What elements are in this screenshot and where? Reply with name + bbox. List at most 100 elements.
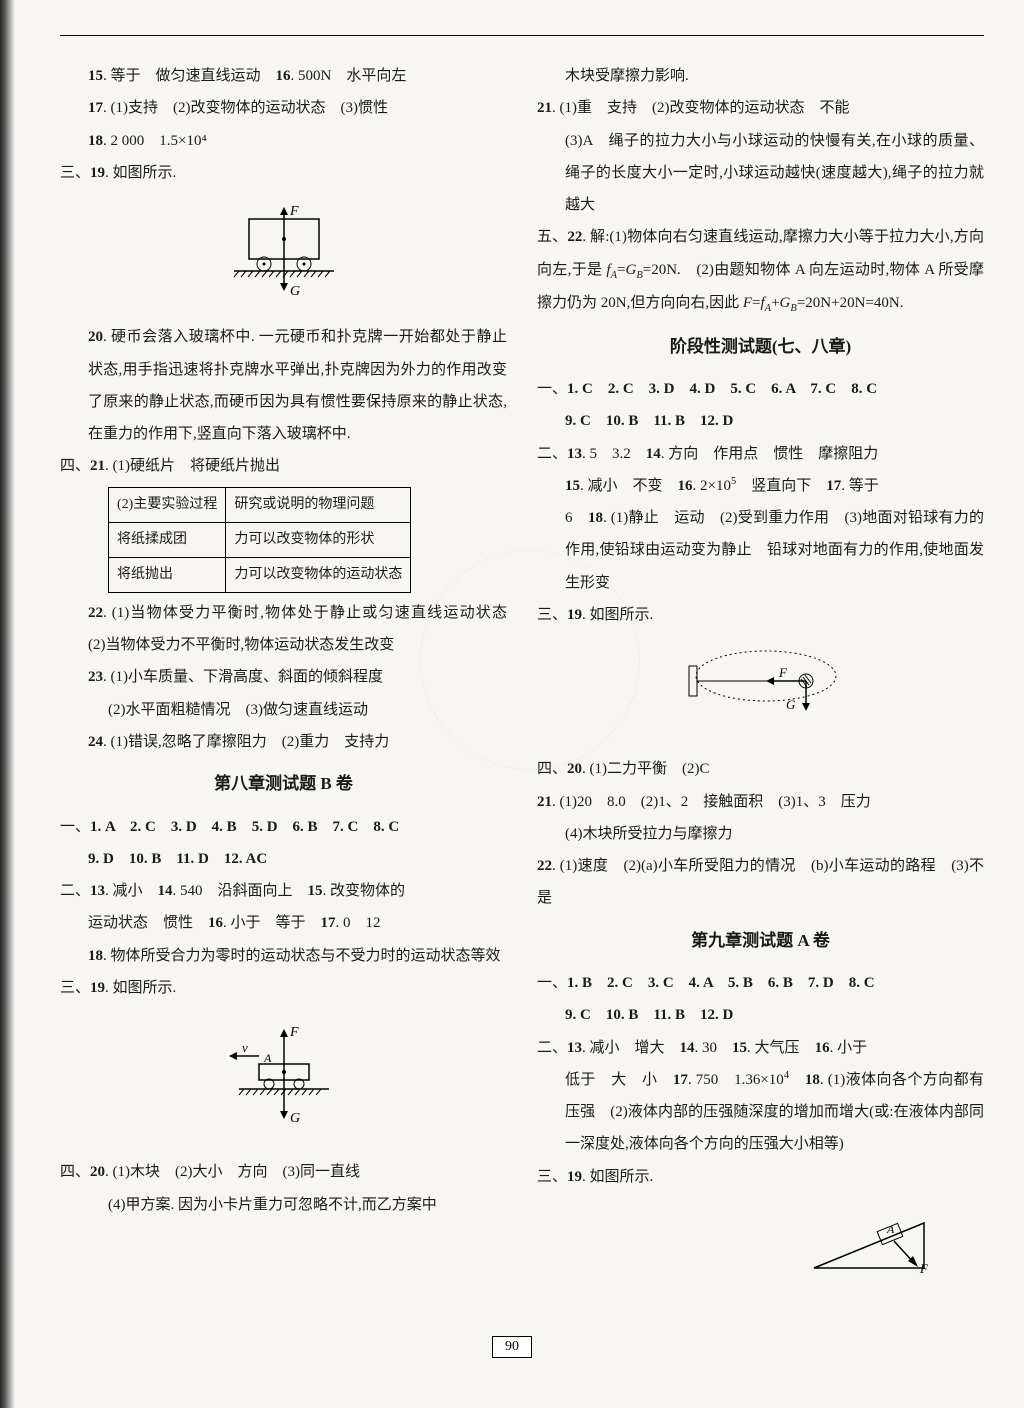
txt-20b2: (4)甲方案. 因为小卡片重力可忽略不计,而乙方案中 bbox=[60, 1189, 507, 1221]
num-9-19: 19 bbox=[567, 1169, 582, 1185]
sec4-21: 四、21. (1)硬纸片 将硬纸片抛出 bbox=[60, 450, 507, 482]
fill-78b: 15. 减小 不变 16. 2×105 竖直向下 17. 等于 bbox=[537, 470, 984, 502]
mc-9: 1. B 2. C 3. C 4. A 5. B 6. B 7. D 8. C bbox=[567, 975, 875, 991]
table-r1c1: 力可以改变物体的运动状态 bbox=[226, 557, 411, 592]
txt-16: . 500N 水平向左 bbox=[291, 68, 407, 84]
sec1b-label: 一、 bbox=[60, 819, 90, 835]
experiment-table: (2)主要实验过程 研究或说明的物理问题 将纸揉成团 力可以改变物体的形状 将纸… bbox=[108, 487, 411, 593]
num-18: 18 bbox=[88, 133, 103, 149]
sec1b: 一、1. A 2. C 3. D 4. B 5. D 6. B 7. C 8. … bbox=[60, 811, 507, 843]
txt-r19: . 如图所示. bbox=[582, 607, 653, 623]
fill-78c: 6 18. (1)静止 运动 (2)受到重力作用 (3)地面对铅球有力的作用,使… bbox=[537, 502, 984, 599]
txt-19: . 如图所示. bbox=[105, 165, 176, 181]
sec3-9-19: 三、19. 如图所示. bbox=[537, 1161, 984, 1193]
num-r20: 20 bbox=[567, 761, 582, 777]
txt-r22: . 解:(1)物体向右匀速直线运动,摩擦力大小等于拉力大小,方向向左,于是 fA… bbox=[537, 229, 984, 311]
txt-21: . (1)硬纸片 将硬纸片抛出 bbox=[105, 458, 280, 474]
sec4b-label: 四、 bbox=[60, 1164, 90, 1180]
figure-4-svg: A F bbox=[794, 1203, 944, 1283]
figure-1: F G bbox=[60, 199, 507, 311]
ans-18: 18. 2 000 1.5×10⁴ bbox=[60, 125, 507, 157]
txt-r22b: . (1)速度 (2)(a)小车所受阻力的情况 (b)小车运动的路程 (3)不是 bbox=[537, 858, 984, 906]
sec1r: 一、1. C 2. C 3. D 4. D 5. C 6. A 7. C 8. … bbox=[537, 373, 984, 405]
figure-4: A F bbox=[537, 1203, 984, 1295]
sec1-9-label: 一、 bbox=[537, 975, 567, 991]
txt-r21b3: (4)木块所受拉力与摩擦力 bbox=[537, 818, 984, 850]
sec4-label: 四、 bbox=[60, 458, 90, 474]
txt-9-19: . 如图所示. bbox=[582, 1169, 653, 1185]
txt-23: . (1)小车质量、下滑高度、斜面的倾斜程度 bbox=[103, 669, 383, 685]
txt-r21b: (3)A 绳子的拉力大小与小球运动的快慢有关,在小球的质量、绳子的长度大小一定时… bbox=[537, 125, 984, 222]
table-r0c0: 将纸揉成团 bbox=[109, 522, 226, 557]
fill-9b: 低于 大 小 17. 750 1.36×104 18. (1)液体向各个方向都有… bbox=[537, 1064, 984, 1161]
figure-3-svg: F G bbox=[671, 641, 851, 731]
txt-r21: . (1)重 支持 (2)改变物体的运动状态 不能 bbox=[552, 100, 849, 116]
ans-20: 20. 硬币会落入玻璃杯中. 一元硬币和扑克牌一开始都处于静止状态,用手指迅速将… bbox=[60, 321, 507, 450]
sec3r-label: 三、 bbox=[537, 607, 567, 623]
fig1-label-F: F bbox=[289, 204, 299, 219]
ans-22: 22. (1)当物体受力平衡时,物体处于静止或匀速直线运动状态 (2)当物体受力… bbox=[60, 597, 507, 662]
sec2r-label: 二、 bbox=[537, 446, 567, 462]
sec4b-20: 四、20. (1)木块 (2)大小 方向 (3)同一直线 bbox=[60, 1156, 507, 1188]
title-ch8b: 第八章测试题 B 卷 bbox=[60, 766, 507, 803]
sec1r-label: 一、 bbox=[537, 381, 567, 397]
fill-b-cont: 运动状态 惯性 16. 小于 等于 17. 0 12 bbox=[60, 907, 507, 939]
r-22-2: 22. (1)速度 (2)(a)小车所受阻力的情况 (b)小车运动的路程 (3)… bbox=[537, 850, 984, 915]
num-20: 20 bbox=[88, 329, 103, 345]
sec5-label: 五、 bbox=[537, 229, 567, 245]
figure-2-svg: F G v A bbox=[214, 1014, 354, 1134]
num-15: 15 bbox=[88, 68, 103, 84]
txt-24: . (1)错误,忽略了摩擦阻力 (2)重力 支持力 bbox=[103, 734, 389, 750]
num-23: 23 bbox=[88, 669, 103, 685]
svg-text:A: A bbox=[263, 1051, 272, 1065]
page-left-edge bbox=[0, 0, 15, 1408]
sec2r: 二、13. 5 3.2 14. 方向 作用点 惯性 摩擦阻力 bbox=[537, 438, 984, 470]
sec3-19: 三、19. 如图所示. bbox=[60, 157, 507, 189]
sec3b-label: 三、 bbox=[60, 980, 90, 996]
txt-20b: . (1)木块 (2)大小 方向 (3)同一直线 bbox=[105, 1164, 360, 1180]
mc-78: 1. C 2. C 3. D 4. D 5. C 6. A 7. C 8. C bbox=[567, 381, 877, 397]
mc-78b: 9. C 10. B 11. B 12. D bbox=[537, 405, 984, 437]
txt-17: . (1)支持 (2)改变物体的运动状态 (3)惯性 bbox=[103, 100, 388, 116]
title-9a: 第九章测试题 A 卷 bbox=[537, 923, 984, 960]
table-label: (2)主要实验过程 bbox=[109, 487, 226, 522]
svg-text:F: F bbox=[919, 1261, 929, 1276]
txt-20: . 硬币会落入玻璃杯中. 一元硬币和扑克牌一开始都处于静止状态,用手指迅速将扑克… bbox=[88, 329, 507, 442]
figure-2: F G v A bbox=[60, 1014, 507, 1146]
table-r0c1: 力可以改变物体的形状 bbox=[226, 522, 411, 557]
num-20b: 20 bbox=[90, 1164, 105, 1180]
title-78: 阶段性测试题(七、八章) bbox=[537, 329, 984, 366]
sec5-22: 五、22. 解:(1)物体向右匀速直线运动,摩擦力大小等于拉力大小,方向向左,于… bbox=[537, 221, 984, 320]
page-top-line bbox=[60, 35, 984, 36]
svg-text:F: F bbox=[778, 665, 788, 680]
table-r1c0: 将纸抛出 bbox=[109, 557, 226, 592]
num-r22b: 22 bbox=[537, 858, 552, 874]
txt-22: . (1)当物体受力平衡时,物体处于静止或匀速直线运动状态 (2)当物体受力不平… bbox=[88, 605, 522, 653]
svg-text:F: F bbox=[289, 1025, 299, 1040]
sec3-9-label: 三、 bbox=[537, 1169, 567, 1185]
num-16: 16 bbox=[276, 68, 291, 84]
sec2-9: 二、13. 减小 增大 14. 30 15. 大气压 16. 小于 bbox=[537, 1032, 984, 1064]
svg-text:G: G bbox=[786, 697, 796, 712]
page-number: 90 bbox=[492, 1336, 532, 1358]
svg-text:v: v bbox=[242, 1040, 248, 1055]
svg-text:A: A bbox=[886, 1222, 895, 1236]
txt-23b: (2)水平面粗糙情况 (3)做匀速直线运动 bbox=[60, 694, 507, 726]
cont-top: 木块受摩擦力影响. bbox=[537, 60, 984, 92]
txt-19b: . 如图所示. bbox=[105, 980, 176, 996]
ans-17: 17. (1)支持 (2)改变物体的运动状态 (3)惯性 bbox=[60, 92, 507, 124]
sec2b: 二、1313. 减小 14. 540 沿斜面向上 15. 改变物体的运动状态 惯… bbox=[60, 875, 507, 907]
left-column: 15. 等于 做匀速直线运动 16. 500N 水平向左 17. (1)支持 (… bbox=[60, 60, 507, 1368]
sec3r-19: 三、19. 如图所示. bbox=[537, 599, 984, 631]
sec2b-label: 二、 bbox=[60, 883, 90, 899]
num-21: 21 bbox=[90, 458, 105, 474]
sec4r-label: 四、 bbox=[537, 761, 567, 777]
sec3b-19: 三、19. 如图所示. bbox=[60, 972, 507, 1004]
num-r21: 21 bbox=[537, 100, 552, 116]
txt-15: . 等于 做匀速直线运动 bbox=[103, 68, 276, 84]
ans-23: 23. (1)小车质量、下滑高度、斜面的倾斜程度 bbox=[60, 661, 507, 693]
r-21-2: 21. (1)20 8.0 (2)1、2 接触面积 (3)1、3 压力 bbox=[537, 786, 984, 818]
sec2-9-label: 二、 bbox=[537, 1040, 567, 1056]
txt-r21b2: . (1)20 8.0 (2)1、2 接触面积 (3)1、3 压力 bbox=[552, 794, 871, 810]
table-h1: 研究或说明的物理问题 bbox=[226, 487, 411, 522]
